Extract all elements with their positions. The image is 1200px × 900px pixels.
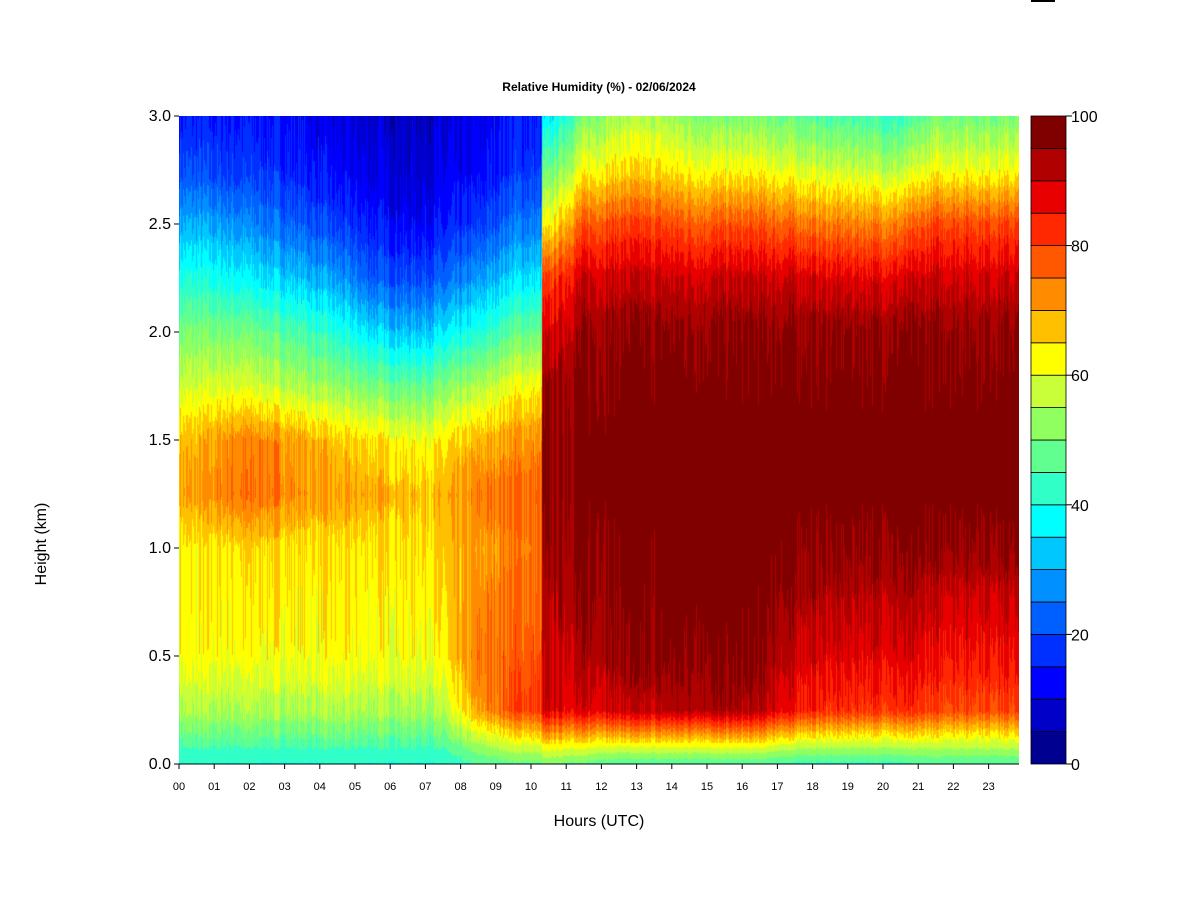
y-tick-label: 2.5 bbox=[149, 216, 171, 233]
decorative-bar bbox=[1031, 0, 1055, 2]
x-tick-label: 05 bbox=[349, 781, 361, 793]
x-tick-label: 09 bbox=[490, 781, 502, 793]
x-tick-label: 15 bbox=[701, 781, 713, 793]
colorbar-segment bbox=[1030, 212, 1067, 246]
heatmap-field bbox=[179, 116, 1019, 764]
x-tick-label: 17 bbox=[771, 781, 783, 793]
x-tick-label: 01 bbox=[208, 781, 220, 793]
colorbar-tick-label: 100 bbox=[1071, 109, 1098, 126]
x-tick-label: 00 bbox=[173, 781, 185, 793]
colorbar-segment bbox=[1030, 698, 1067, 733]
colorbar-segment bbox=[1030, 374, 1067, 409]
x-tick-label: 08 bbox=[454, 781, 466, 793]
y-tick-label: 0.0 bbox=[149, 756, 171, 773]
x-tick-label: 06 bbox=[384, 781, 396, 793]
colorbar-segment bbox=[1030, 569, 1067, 603]
colorbar-tick-label: 40 bbox=[1071, 498, 1089, 515]
colorbar-segment bbox=[1030, 115, 1067, 149]
x-tick-label: 22 bbox=[947, 781, 959, 793]
y-tick-label: 3.0 bbox=[149, 108, 171, 125]
x-tick-label: 21 bbox=[912, 781, 924, 793]
x-tick-label: 11 bbox=[560, 781, 571, 793]
x-tick-label: 12 bbox=[595, 781, 607, 793]
x-tick-label: 19 bbox=[842, 781, 854, 793]
colorbar-segment bbox=[1030, 407, 1067, 441]
colorbar-segment bbox=[1030, 245, 1067, 279]
colorbar-segment bbox=[1030, 342, 1067, 376]
colorbar-segment bbox=[1030, 471, 1067, 506]
x-tick-label: 14 bbox=[666, 781, 678, 793]
colorbar-segment bbox=[1030, 504, 1067, 538]
colorbar-tick-label: 0 bbox=[1071, 757, 1080, 774]
y-tick-label: 2.0 bbox=[149, 324, 171, 341]
chart-title: Relative Humidity (%) - 02/06/2024 bbox=[502, 80, 696, 94]
x-tick-label: 16 bbox=[736, 781, 748, 793]
y-tick-label: 1.0 bbox=[149, 540, 171, 557]
x-tick-label: 03 bbox=[278, 781, 290, 793]
colorbar-segment bbox=[1030, 536, 1067, 571]
colorbar-segment bbox=[1030, 601, 1067, 635]
colorbar-tick-label: 20 bbox=[1071, 627, 1089, 644]
y-axis-label: Height (km) bbox=[33, 502, 50, 586]
colorbar-segment bbox=[1030, 634, 1067, 668]
x-tick-label: 04 bbox=[314, 781, 326, 793]
x-tick-label: 10 bbox=[525, 781, 537, 793]
colorbar-segment bbox=[1030, 309, 1067, 344]
x-tick-label: 07 bbox=[419, 781, 431, 793]
colorbar-segment bbox=[1030, 439, 1067, 473]
x-tick-label: 20 bbox=[877, 781, 889, 793]
colorbar-segment bbox=[1030, 277, 1067, 311]
x-tick-label: 13 bbox=[630, 781, 642, 793]
colorbar-tick-label: 60 bbox=[1071, 368, 1089, 385]
x-tick-label: 18 bbox=[806, 781, 818, 793]
colorbar-segment bbox=[1030, 180, 1067, 214]
colorbar-tick-label: 80 bbox=[1071, 239, 1089, 256]
y-tick-label: 1.5 bbox=[149, 432, 171, 449]
x-axis-label: Hours (UTC) bbox=[553, 813, 645, 830]
colorbar-segment bbox=[1030, 731, 1067, 765]
colorbar-segment bbox=[1030, 666, 1067, 700]
colorbar-segment bbox=[1030, 147, 1067, 182]
y-tick-label: 0.5 bbox=[149, 648, 171, 665]
x-tick-label: 23 bbox=[982, 781, 994, 793]
x-tick-label: 02 bbox=[243, 781, 255, 793]
